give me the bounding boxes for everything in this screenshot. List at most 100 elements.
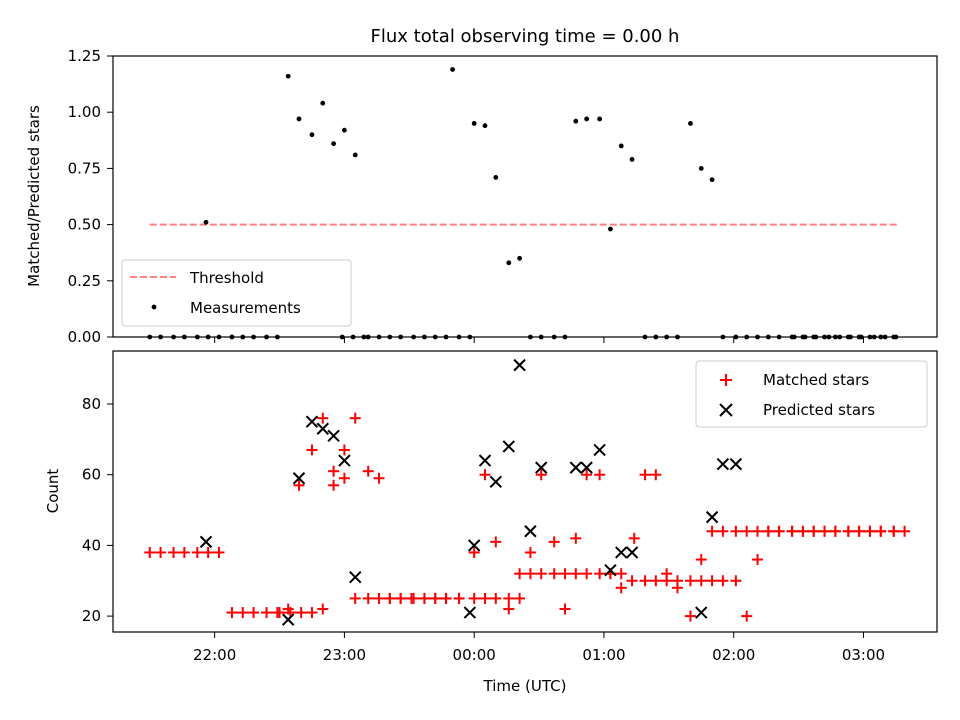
measurement-point (471, 121, 477, 126)
legend-threshold-label: Threshold (189, 269, 264, 287)
matched-star-point (730, 525, 742, 537)
matched-star-point (559, 568, 571, 580)
predicted-star-point (729, 457, 743, 471)
measurement-point (493, 174, 499, 180)
matched-star-point (191, 546, 203, 558)
predicted-star-point (569, 461, 583, 474)
matched-star-point (248, 607, 260, 619)
measurement-point (352, 152, 358, 158)
matched-star-point (875, 525, 887, 537)
matched-star-point (615, 568, 627, 580)
legend-measurements-label: Measurements (190, 299, 301, 317)
bottom-axes-frame (112, 350, 938, 633)
predicted-star-point (625, 546, 639, 559)
matched-star-point (384, 592, 396, 604)
matched-star-point (762, 525, 774, 537)
matched-star-point (479, 469, 491, 481)
bottom-ytick-group: 20 40 60 80 (82, 395, 113, 625)
matched-star-point (751, 525, 763, 537)
matched-star-point (888, 525, 900, 537)
matched-star-point (695, 554, 707, 566)
matched-star-point (741, 525, 753, 537)
top-ytick-label: 0.50 (68, 216, 101, 234)
matched-star-point (373, 472, 385, 484)
matched-star-point (405, 592, 417, 604)
matched-star-point (317, 412, 329, 424)
measurement-point (688, 121, 693, 126)
bottom-ytick-label: 80 (82, 395, 101, 413)
matched-star-point (213, 546, 225, 558)
top-title: Flux total observing time = 0.00 h (371, 26, 680, 47)
top-legend-box (121, 259, 352, 327)
bottom-xtick-label: 02:00 (712, 646, 755, 664)
matched-star-point (581, 568, 593, 580)
predicted-star-point (604, 563, 617, 577)
predicted-star-point (716, 457, 730, 471)
matched-star-point (730, 575, 742, 587)
top-ytick-label: 0.75 (68, 159, 101, 177)
matched-star-point (237, 607, 249, 619)
predicted-star-point (535, 461, 548, 474)
bottom-xlabel: Time (UTC) (483, 677, 567, 695)
matched-star-point (751, 554, 763, 566)
matched-star-point (650, 575, 662, 587)
bottom-xtick-label: 23:00 (323, 646, 366, 664)
predicted-star-point (695, 606, 708, 619)
measurement-point (450, 67, 455, 72)
matched-star-point (490, 536, 502, 548)
predicted-star-point (281, 613, 295, 626)
predicted-star-point (705, 510, 719, 524)
matched-star-point (639, 575, 651, 587)
matched-star-point (570, 532, 582, 544)
matched-star-point (468, 546, 480, 558)
predicted-star-point (513, 358, 526, 372)
matched-star-point (684, 610, 696, 622)
matched-star-point (581, 469, 593, 481)
predicted-star-point (502, 440, 515, 453)
legend-predicted-label: Predicted stars (763, 401, 875, 419)
top-legend: Threshold Measurements (121, 259, 352, 327)
matched-star-point (626, 575, 638, 587)
predicted-star-point (615, 546, 628, 559)
matched-star-point (514, 568, 526, 580)
measurement-point (482, 123, 488, 129)
measurement-point (597, 116, 603, 122)
bottom-xtick-group: 22:00 23:00 00:00 01:00 02:00 03:00 (193, 632, 885, 664)
measurement-point (285, 73, 291, 79)
matched-star-point (468, 592, 480, 604)
legend-predicted-swatch (719, 403, 733, 417)
matched-star-point (362, 592, 374, 604)
matched-star-point (650, 469, 662, 481)
matched-star-point (155, 546, 167, 558)
legend-measurements-swatch (151, 304, 157, 310)
matched-star-point (535, 469, 547, 481)
bottom-ylabel: Count (44, 469, 62, 514)
bottom-legend: Matched stars Predicted stars (695, 360, 928, 428)
matched-star-point (797, 525, 809, 537)
matched-star-point (395, 592, 407, 604)
matched-star-point (453, 592, 465, 604)
matched-star-point (349, 412, 361, 424)
matched-star-point (178, 546, 190, 558)
measurement-point (608, 226, 613, 232)
measurement-point (709, 177, 715, 183)
measurement-point (698, 166, 704, 171)
matched-star-point (503, 592, 515, 604)
top-ytick-group: 0.00 0.25 0.50 0.75 1.00 1.25 (68, 47, 864, 346)
top-panel: Flux total observing time = 0.00 h 0.000… (25, 26, 938, 346)
measurement-point (296, 116, 302, 122)
matched-star-point (338, 472, 350, 484)
matched-star-point (261, 607, 273, 619)
matched-star-point (594, 469, 606, 481)
matched-star-point (639, 469, 651, 481)
predicted-star-point (463, 606, 477, 619)
measurement-point (320, 100, 326, 106)
measurement-point (573, 118, 579, 124)
matched-star-point (695, 575, 707, 587)
bottom-legend-box (695, 360, 928, 428)
matched-star-point (168, 546, 180, 558)
matched-star-point (773, 525, 785, 537)
matched-star-point (479, 592, 491, 604)
predicted-star-point (524, 525, 537, 538)
